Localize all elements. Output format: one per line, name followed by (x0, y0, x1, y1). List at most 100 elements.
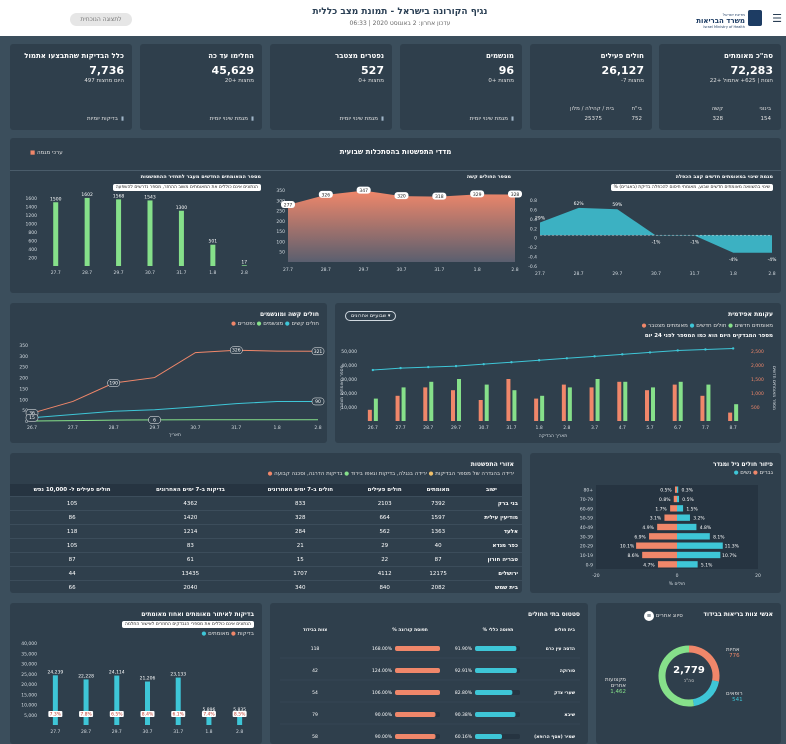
x-axis-title: % חולים (669, 581, 685, 587)
table-header-cell[interactable]: בדיקות ב-7 ימים האחרונים (134, 484, 247, 497)
data-label: 90.00% (375, 734, 393, 740)
legend-label: נפטרים (237, 321, 255, 327)
table-cell: 105 (10, 538, 135, 553)
y-tick-label: 15,000 (21, 692, 37, 698)
city-name-cell: בית שמש (460, 580, 522, 594)
kpi-active[interactable]: חולים פעילים 26,127 -7 מחצות בי"ח 752 בי… (530, 44, 652, 130)
menu-icon[interactable]: ☰ (772, 12, 782, 25)
table-header-cell[interactable]: חולים פעילים (353, 484, 416, 497)
range-dropdown[interactable]: שבועיים אחרונים ▾ (345, 311, 397, 321)
cities-table: חולים פעילים ל- 10,000 נפש בדיקות ב-7 ימי… (10, 484, 522, 594)
x-tick-label: 28.7 (81, 729, 91, 735)
bar (401, 387, 406, 421)
table-cell: 61 (134, 552, 247, 567)
table-row[interactable]: 105 83 21 29 40 כפר מנדא (10, 538, 522, 553)
toggle-label: סיווג אחרים (655, 613, 683, 619)
line-point (565, 357, 569, 360)
donut-total-label: סה"כ (683, 679, 695, 684)
table-row[interactable]: 44 13435 1707 4112 12175 ירושלים (10, 566, 522, 581)
panel-title: פיזור חולים גיל ומגדר (712, 461, 773, 468)
y-tick-label: 1200 (26, 213, 38, 219)
donut-plot (658, 645, 720, 707)
kpi-confirmed[interactable]: סה"כ מאומתים 72,283 22+ חצות | 625+ אתמו… (659, 44, 781, 130)
x-tick-label: 20 (755, 573, 761, 579)
panel-note: % שינוי בהשוואה מאומתים חדשים שבוע, מאומ… (610, 184, 773, 191)
data-label: 118 (311, 646, 320, 652)
bar (475, 668, 517, 673)
data-label: 23,133 (170, 672, 186, 678)
table-row[interactable]: 105 4362 833 2103 7392 בני ברק (10, 496, 522, 511)
epi-chart: 10,000 20,000 30,000 40,000 50,000 500 1,000 1,… (340, 347, 776, 439)
line-point (510, 361, 513, 364)
x-tick-label: 2.8 (511, 267, 518, 273)
value-pill (470, 190, 485, 198)
panel-title: סטטוס בתי החולים (528, 611, 580, 618)
cities-panel: אזורי התפשטות ● ירידה בהגדרה של מספר הבד… (10, 453, 522, 594)
kpi-ventilated[interactable]: מונשמים 96 0+ מחצות מגמת שינוי יומית ▮ (400, 44, 522, 130)
data-label: 90 (315, 399, 321, 405)
y-tick-label: 0-9 (586, 562, 593, 568)
data-label: -1% (690, 240, 699, 246)
kpi-deaths[interactable]: נפטרים מצטבר 527 0+ מחצות מגמת שינוי יומ… (270, 44, 392, 130)
y-tick-label: 20-29 (580, 544, 593, 550)
table-header-cell[interactable]: ישוב (460, 484, 522, 497)
tests-chart-plot: 5,000 10,000 15,000 20,000 25,000 30,000 35,00… (21, 641, 247, 735)
new-cases-chart: 200 400 600 800 1000 1200 1400 1600 1500 27.7 1602… (26, 192, 248, 276)
y-tick-label: 50 (279, 250, 285, 256)
table-row[interactable]: 66 2040 340 840 2082 בית שמש (10, 580, 522, 594)
seg-value: 541 (732, 697, 743, 703)
x-tick-label: 27.7 (535, 271, 545, 277)
staff-toggle[interactable]: ≡ סיווג אחרים (644, 611, 683, 621)
bar (677, 514, 690, 521)
back-button[interactable]: לתצוגה הנוכחית (70, 13, 132, 26)
legend-label: חולים חדשים (696, 323, 727, 329)
kpi-delta: 0+ מחצות (358, 78, 384, 84)
x-tick-label: 30.7 (651, 271, 661, 277)
table-row[interactable]: 86 1420 328 664 1597 מודיעין עילית (10, 510, 522, 525)
kpi-trend-link[interactable]: מגמת שינוי יומית ▮ (470, 116, 514, 122)
kpi-tests[interactable]: כלל הבדיקות שהתבצעו אתמול 7,736 497 היום… (10, 44, 132, 130)
kpi-recovered[interactable]: החלימו עד כה 45,629 20+ מחצות מגמת שינוי… (140, 44, 262, 130)
data-label: 8.1% (713, 534, 725, 540)
bar (395, 395, 400, 421)
data-label: 92.91% (455, 668, 473, 674)
bar (145, 681, 150, 725)
y-tick-label: 10-19 (580, 553, 593, 559)
legend-dot-icon: ● (641, 323, 647, 329)
data-label: 1602 (81, 192, 93, 198)
donut-total: 2,779 (673, 665, 705, 676)
x-tick-label: 2.8 (236, 729, 243, 735)
legend-label: ירידה בהגדרה של מספר הבדיקות (435, 471, 514, 477)
table-header-cell[interactable]: חולים פעילים ל- 10,000 נפש (10, 484, 135, 497)
table-row[interactable]: 118 1214 284 562 1363 אלעד (10, 524, 522, 539)
bar (540, 395, 545, 421)
table-row[interactable]: 87 61 15 22 87 טבריה חורון (10, 552, 522, 567)
x-tick-label: 5.7 (646, 425, 653, 431)
table-cell: 1214 (134, 524, 247, 539)
seg-label: רופאים (726, 691, 743, 697)
chevron-down-icon: ▾ (387, 313, 391, 319)
trend-legend[interactable]: ■ ערכי מגמה (30, 150, 63, 156)
staff-seg-doctors: רופאים 541 (726, 691, 743, 703)
table-header-cell[interactable]: חולים ב-7 ימים האחרונים (246, 484, 354, 497)
table-header-cell[interactable]: מאומתים (415, 484, 461, 497)
bar (657, 561, 677, 568)
x-tick-label: 31.7 (176, 270, 186, 276)
x-tick-label: 30.7 (396, 267, 406, 273)
hospital-name: סורוקה (560, 669, 575, 674)
data-label: 4.9% (642, 525, 654, 531)
kpi-value: 26,127 (601, 64, 644, 77)
x-tick-label: 31.7 (690, 271, 700, 277)
y-tick-label: -0.6 (528, 264, 537, 270)
bar (678, 381, 683, 421)
value-pill (508, 190, 522, 198)
kpi-trend-link[interactable]: מגמת שינוי יומית ▮ (210, 116, 254, 122)
kpi-trend-link[interactable]: בדיקות יומיות ▮ (87, 116, 124, 122)
bar (367, 409, 372, 421)
kpi-trend-link[interactable]: מגמת שינוי יומית ▮ (340, 116, 384, 122)
bar (645, 390, 649, 421)
x-axis-title: תאריך (169, 433, 181, 438)
x-tick-label: 1.8 (205, 729, 212, 735)
seg-value: 776 (729, 653, 740, 659)
y-tick-label: 1600 (26, 196, 38, 202)
